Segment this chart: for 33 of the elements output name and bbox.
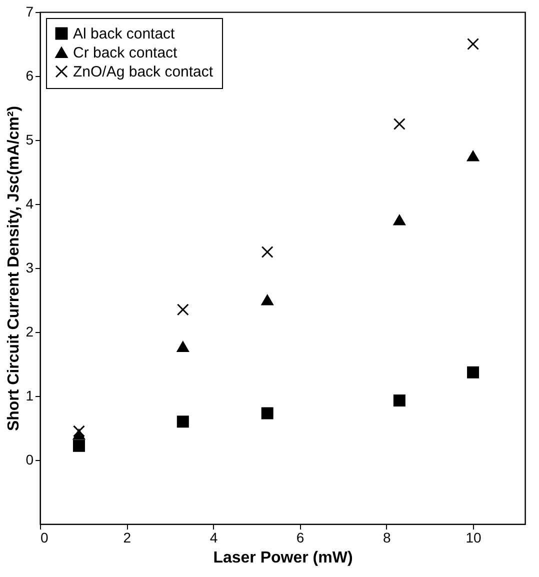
x-axis-title: Laser Power (mW) xyxy=(213,550,353,566)
x-tick-label: 4 xyxy=(210,530,218,546)
y-tick-label: 0 xyxy=(26,452,34,468)
legend-label: Cr back contact xyxy=(73,44,178,62)
point xyxy=(176,304,189,316)
point xyxy=(72,440,85,452)
x-tick-label: 8 xyxy=(383,530,392,546)
point xyxy=(467,150,480,162)
x-tick-label: 6 xyxy=(296,530,304,546)
legend-label: Al back contact xyxy=(73,26,176,42)
y-tick-label: 4 xyxy=(26,196,34,212)
point xyxy=(176,341,189,352)
y-tick-label: 1 xyxy=(26,388,34,404)
point xyxy=(261,246,274,258)
point xyxy=(72,425,85,438)
y-tick-label: 2 xyxy=(26,324,34,340)
y-axis-title: Short Circuit Current Density, Jsc(mA/cm²) xyxy=(6,106,23,432)
x-tick-label: 10 xyxy=(466,530,482,546)
point xyxy=(393,394,406,406)
point xyxy=(261,407,274,420)
x-tick-label: 0 xyxy=(40,530,48,546)
y-tick-label: 7 xyxy=(26,4,34,20)
y-tick-label: 6 xyxy=(26,68,34,84)
y-tick-label: 3 xyxy=(26,260,34,276)
point xyxy=(393,118,406,130)
point xyxy=(176,416,189,428)
y-tick-label: 5 xyxy=(26,132,34,148)
legend-label: ZnO/Ag back contact xyxy=(73,64,214,80)
point xyxy=(261,294,274,306)
point xyxy=(467,366,480,378)
point xyxy=(393,214,406,226)
point xyxy=(467,38,480,50)
x-tick-label: 2 xyxy=(123,530,132,546)
